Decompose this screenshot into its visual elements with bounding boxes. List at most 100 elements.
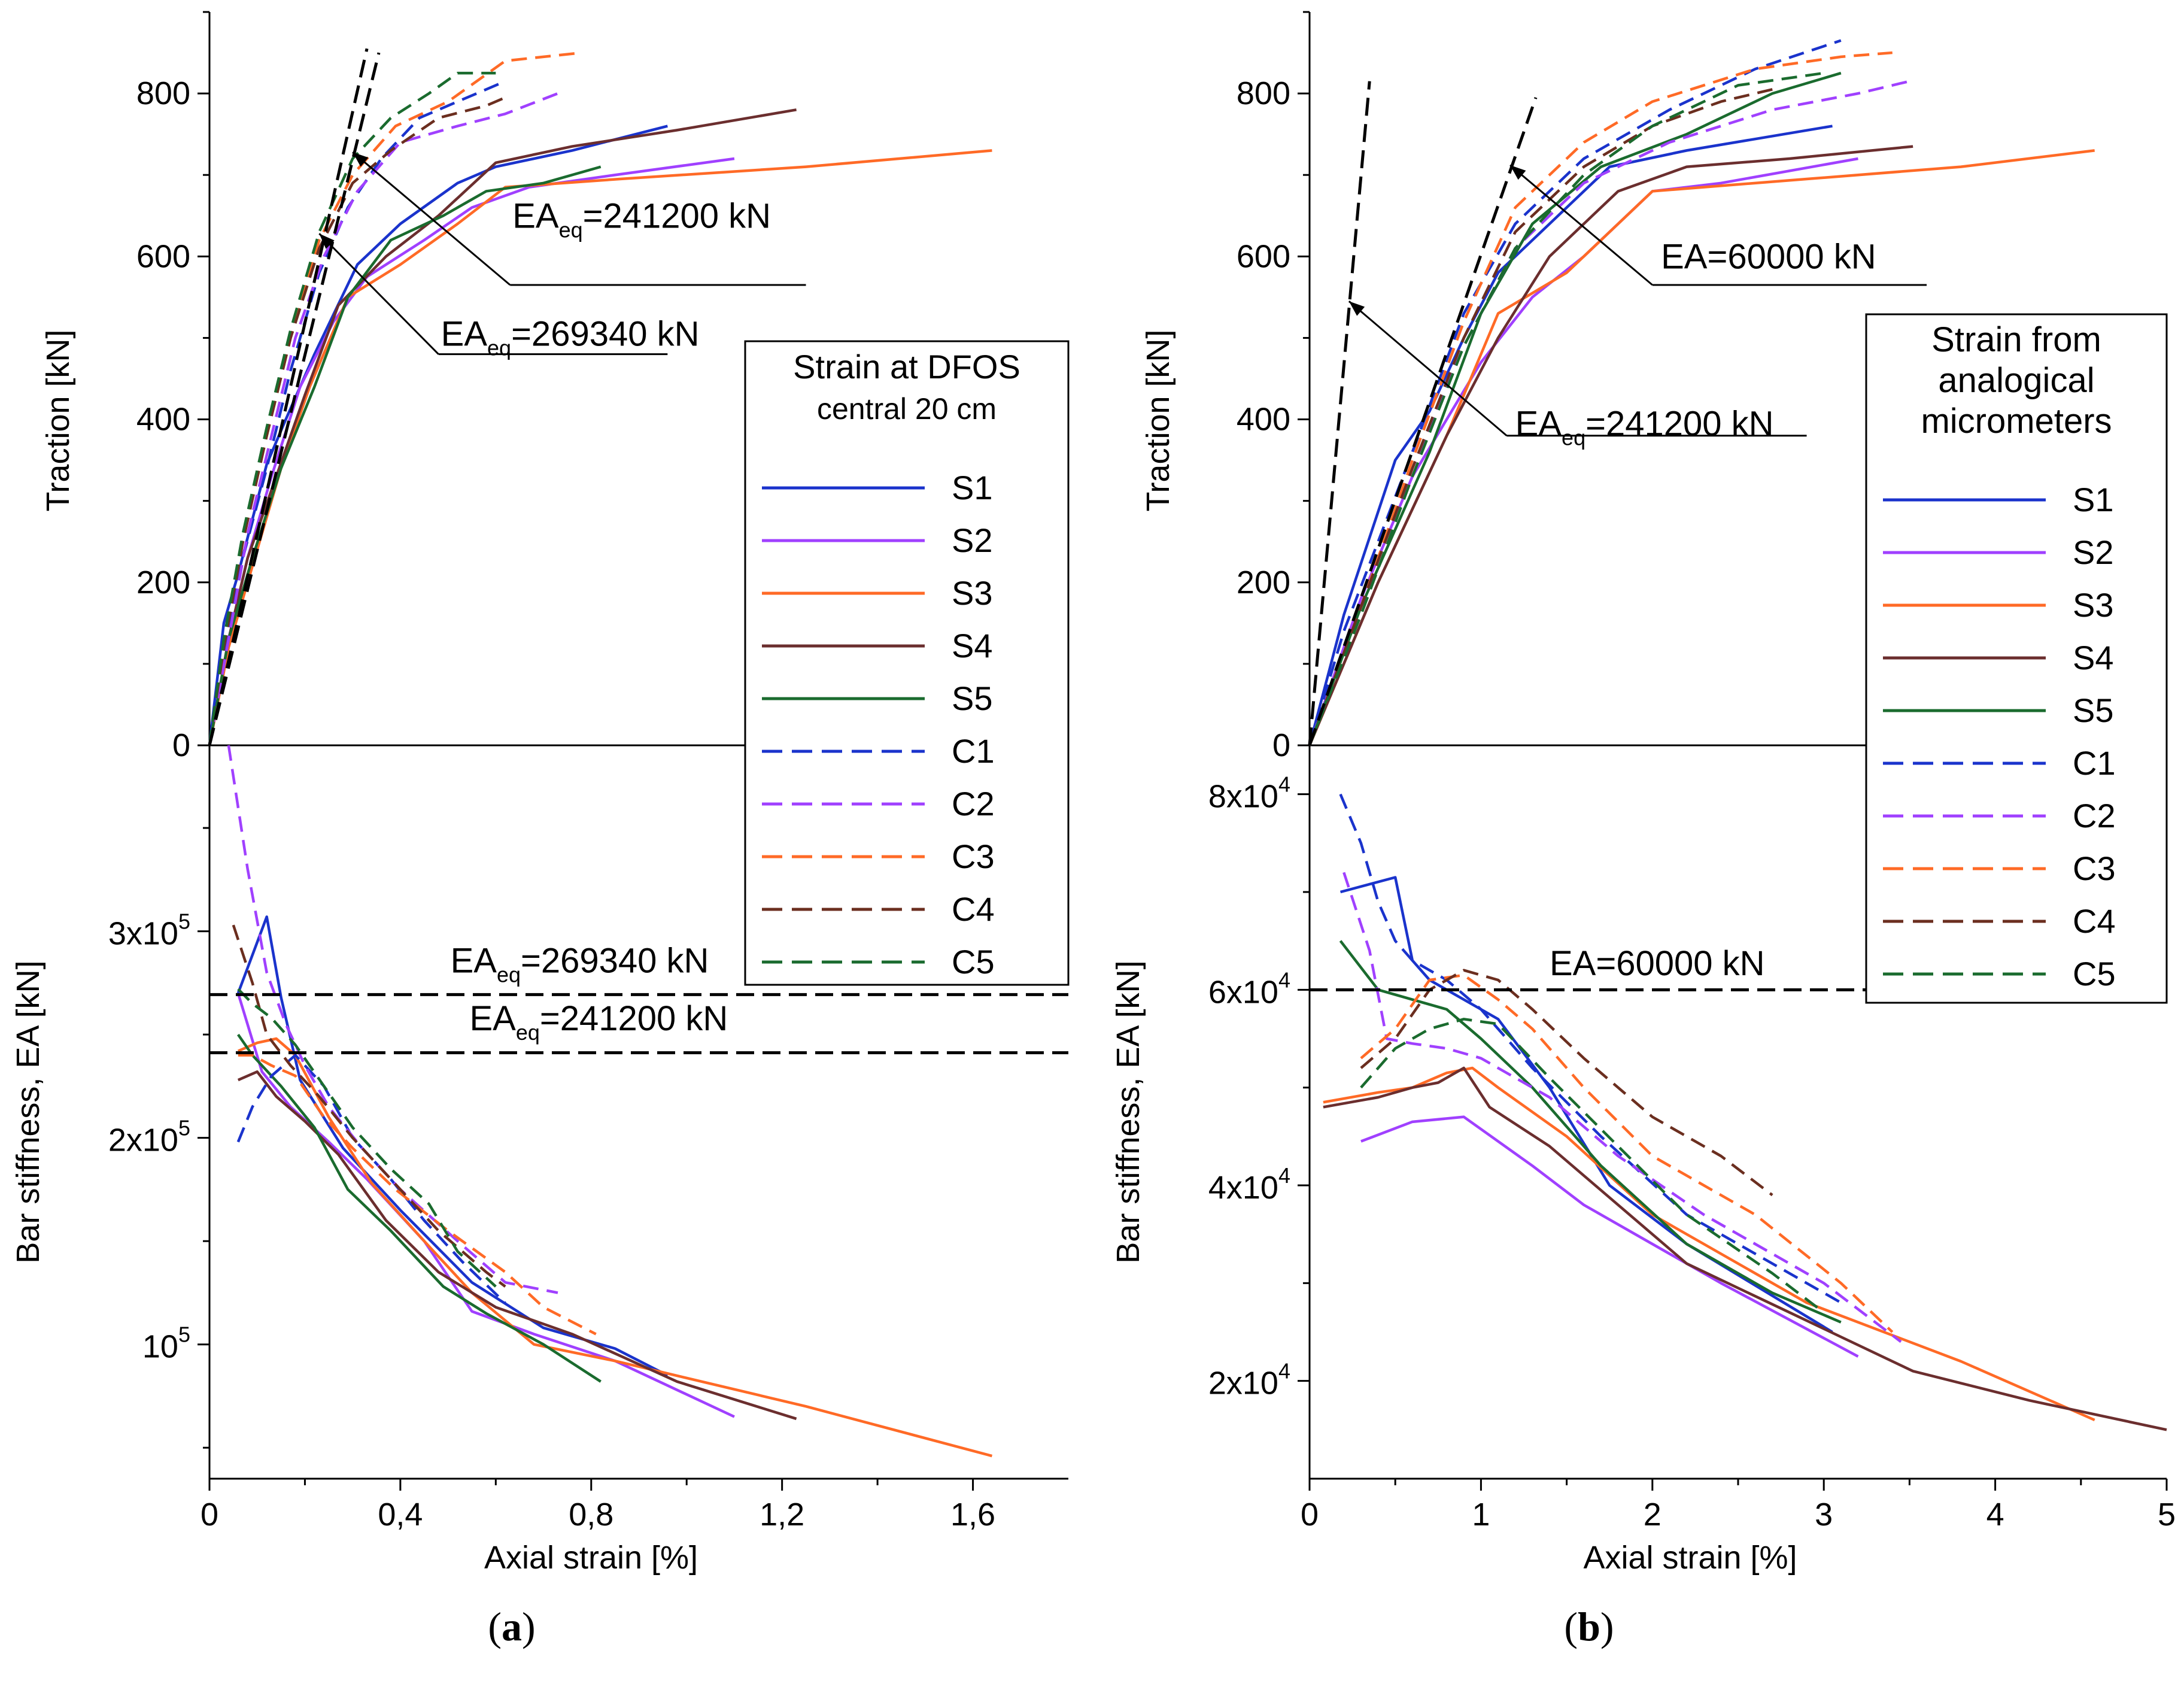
series-bottom-c2 [227, 745, 558, 1294]
x-tick-label: 0,4 [378, 1497, 423, 1533]
series-bottom-c3 [238, 1054, 597, 1336]
annotation-arrowhead [1348, 301, 1365, 316]
x-tick-label: 0,8 [569, 1497, 613, 1533]
y-tick-label-top: 400 [136, 402, 190, 438]
legend-label-s2: S2 [2073, 533, 2114, 571]
y-tick-label-bottom: 6x104 [1208, 967, 1290, 1010]
annotation-leader [352, 151, 511, 286]
series-bottom-c1 [1339, 793, 1842, 1304]
x-tick-label: 4 [1986, 1497, 2004, 1533]
series-top-s1 [1308, 125, 1833, 746]
legend-label-c3: C3 [952, 838, 995, 875]
series-top-eaeq-241200-kn [208, 52, 381, 746]
series-bottom-s5 [1339, 940, 1842, 1324]
legend-label-s5: S5 [2073, 691, 2114, 729]
x-tick-label: 1,2 [760, 1497, 804, 1533]
y-tick-label-bottom: 2x104 [1208, 1359, 1290, 1401]
panel-b: 0 1 2 3 4 5 Axial strain [%] 0 200 400 600 800 Tract… [1110, 11, 2176, 1649]
panel-a: 0 0,4 0,8 1,2 1,6 Axial strain [%] 0 200 400 600 8… [10, 11, 1070, 1649]
legend-label-s2: S2 [952, 521, 993, 559]
series-bottom-c3 [1360, 973, 1894, 1333]
annotation-leader [1509, 164, 1653, 286]
series-top-c5 [1308, 71, 1824, 746]
legend-label-s3: S3 [2073, 586, 2114, 624]
series-bottom-c4 [1360, 969, 1773, 1197]
legend-label-s1: S1 [952, 469, 993, 506]
annotation-label-top: EAeq=241200 kN [512, 196, 771, 242]
annotation-label-bottom: EAeq=241200 kN [469, 999, 728, 1045]
legend-box [744, 340, 1070, 986]
legend-title-line: analogical [1938, 361, 2094, 400]
annotation-leader [318, 233, 439, 355]
series-top-ea-60000-kn [1308, 97, 1538, 746]
panel-caption: (b) [1564, 1604, 1614, 1649]
annotation-label-top: EAeq=241200 kN [1515, 404, 1774, 450]
x-tick-label: 0 [201, 1497, 218, 1533]
legend-label-s1: S1 [2073, 481, 2114, 518]
series-bottom-c2 [1342, 872, 1902, 1343]
x-tick-label: 1,6 [950, 1497, 995, 1533]
x-tick-label: 3 [1815, 1497, 1833, 1533]
y-tick-label-bottom: 8x104 [1208, 772, 1290, 815]
x-tick-label: 5 [2158, 1497, 2176, 1533]
x-axis-label: Axial strain [%] [484, 1540, 698, 1576]
legend-label-s5: S5 [952, 679, 993, 717]
series-bottom-s4 [237, 1070, 797, 1421]
y-tick-label-bottom: 4x104 [1208, 1163, 1290, 1206]
legend-label-c4: C4 [952, 890, 995, 928]
series-bottom-s3 [237, 1037, 993, 1458]
legend-title-line: central 20 cm [817, 392, 997, 426]
series-top-c4 [1308, 88, 1773, 746]
y-axis-label-top: Traction [kN] [40, 329, 76, 511]
series-top-c2 [208, 92, 558, 746]
y-tick-label-top: 600 [1237, 238, 1290, 274]
series-bottom-s2 [1360, 1115, 1859, 1358]
series-bottom-s5 [236, 1033, 602, 1383]
y-tick-label-bottom: 2x105 [108, 1116, 190, 1158]
series-bottom-s1 [236, 915, 669, 1377]
series-top-c1 [1308, 39, 1842, 746]
legend-label-s4: S4 [952, 627, 993, 665]
series-top-c4 [208, 96, 506, 746]
y-tick-label-top: 600 [136, 238, 190, 274]
y-axis-label-top: Traction [kN] [1140, 329, 1176, 511]
y-tick-label-top: 400 [1237, 402, 1290, 438]
y-tick-label-top: 0 [172, 727, 190, 763]
legend-label-c1: C1 [952, 732, 995, 770]
series-top-eaeq-241200-kn [1308, 81, 1371, 746]
legend-label-s4: S4 [2073, 639, 2114, 676]
x-tick-label: 0 [1301, 1497, 1319, 1533]
series-top-c3 [208, 51, 582, 746]
y-axis-label-bottom: Bar stiffness, EA [kN] [1110, 960, 1146, 1263]
legend-label-c2: C2 [952, 785, 995, 823]
series-bottom-c5 [237, 988, 497, 1288]
legend-label-c5: C5 [2073, 955, 2116, 993]
series-bottom-c4 [232, 924, 506, 1288]
series-top-c5 [208, 71, 496, 746]
legend-title-line: Strain from [1931, 320, 2101, 359]
annotation-leader [1348, 301, 1508, 436]
y-axis-label-bottom: Bar stiffness, EA [kN] [10, 960, 46, 1263]
y-tick-label-top: 200 [136, 565, 190, 600]
series-bottom-s2 [236, 993, 735, 1418]
y-tick-label-top: 800 [136, 75, 190, 111]
legend-label-s3: S3 [952, 574, 993, 612]
annotation-arrowhead [1510, 165, 1526, 180]
legend-label-c4: C4 [2073, 902, 2116, 940]
series-bottom-s4 [1323, 1066, 2167, 1431]
legend-label-c1: C1 [2073, 744, 2116, 782]
y-tick-label-top: 800 [1237, 75, 1290, 111]
x-axis-label: Axial strain [%] [1583, 1540, 1797, 1576]
series-top-eaeq-269340-kn [208, 48, 369, 746]
y-tick-label-bottom: 3x105 [108, 909, 190, 952]
panel-caption: (a) [488, 1604, 535, 1649]
legend-title-line: Strain at DFOS [793, 348, 1020, 386]
annotation-label-bottom: EA=60000 kN [1550, 944, 1765, 983]
y-tick-label-top: 0 [1272, 727, 1290, 763]
series-bottom-c5 [1360, 1018, 1825, 1314]
legend-title-line: micrometers [1921, 402, 2112, 441]
series-top-s4 [1308, 145, 1913, 746]
series-top-s4 [208, 108, 797, 746]
series-bottom-c1 [236, 1054, 506, 1304]
